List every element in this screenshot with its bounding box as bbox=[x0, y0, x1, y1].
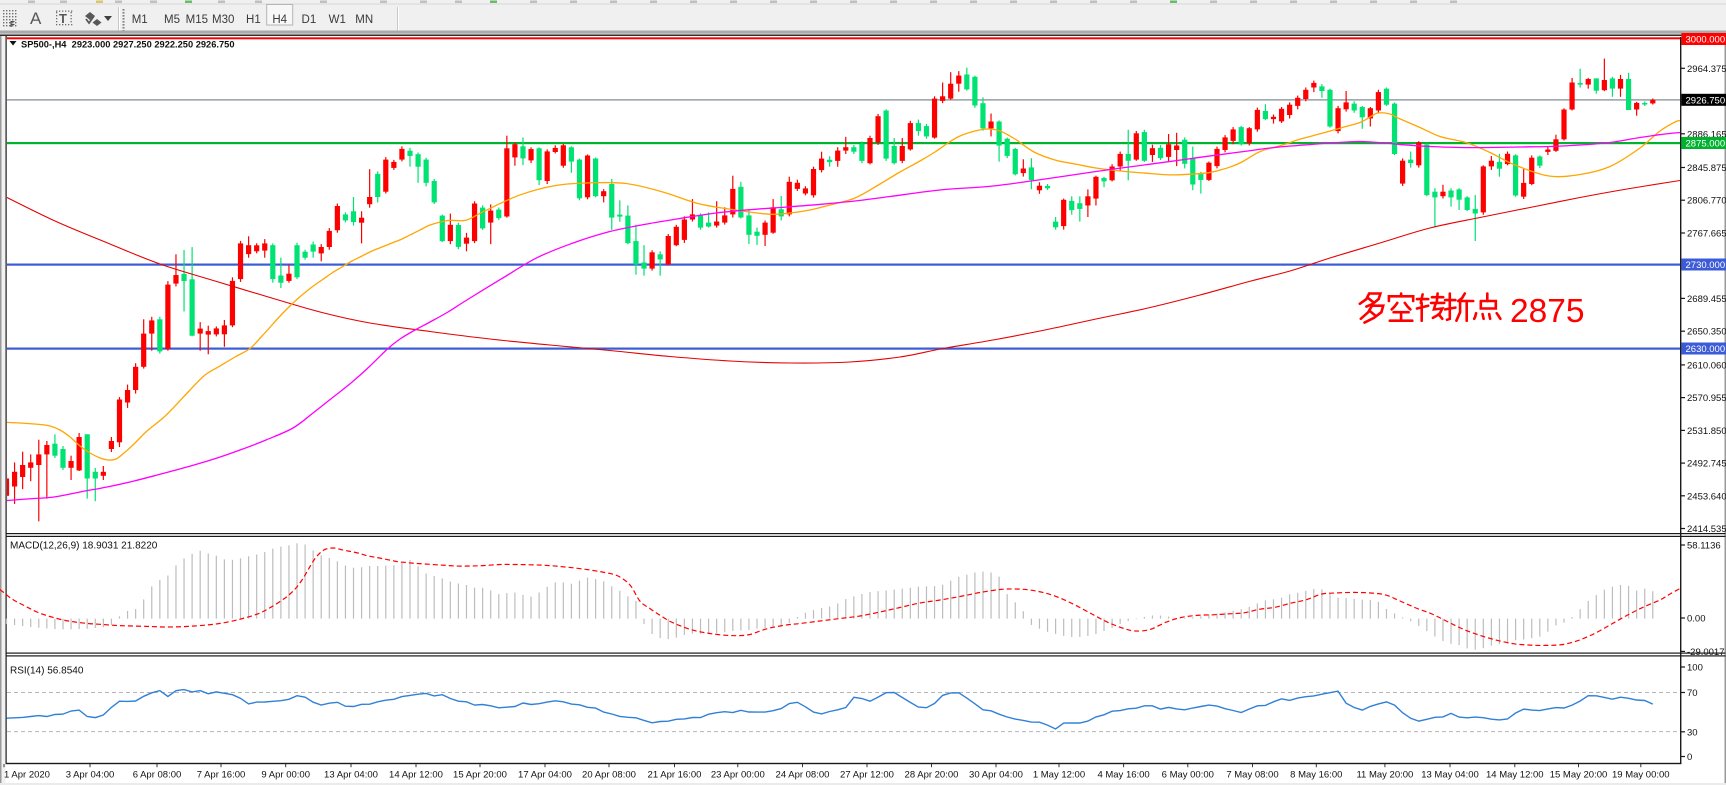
svg-text:8 May 16:00: 8 May 16:00 bbox=[1290, 770, 1342, 781]
svg-text:0: 0 bbox=[1687, 752, 1692, 763]
svg-text:27 Apr 12:00: 27 Apr 12:00 bbox=[840, 770, 894, 781]
svg-text:2453.640: 2453.640 bbox=[1687, 491, 1726, 502]
svg-text:6 Apr 08:00: 6 Apr 08:00 bbox=[133, 770, 182, 781]
svg-text:23 Apr 00:00: 23 Apr 00:00 bbox=[711, 770, 765, 781]
svg-text:MACD(12,26,9) 18.9031 21.8220: MACD(12,26,9) 18.9031 21.8220 bbox=[10, 541, 158, 552]
svg-text:A: A bbox=[30, 9, 42, 28]
svg-text:2630.000: 2630.000 bbox=[1686, 344, 1726, 355]
svg-text:2414.535: 2414.535 bbox=[1687, 524, 1726, 535]
svg-text:58.1136: 58.1136 bbox=[1687, 541, 1721, 552]
svg-text:-29.0017: -29.0017 bbox=[1687, 647, 1725, 658]
svg-text:6 May 00:00: 6 May 00:00 bbox=[1162, 770, 1214, 781]
svg-text:2964.375: 2964.375 bbox=[1687, 64, 1726, 75]
svg-text:2845.875: 2845.875 bbox=[1687, 163, 1726, 174]
svg-text:T: T bbox=[59, 11, 67, 26]
svg-text:RSI(14) 56.8540: RSI(14) 56.8540 bbox=[10, 666, 84, 677]
svg-text:SP500-,H4 2923.000 2927.250 2: SP500-,H4 2923.000 2927.250 2922.250 292… bbox=[21, 40, 235, 50]
svg-text:2531.850: 2531.850 bbox=[1687, 426, 1726, 437]
svg-text:2886.165: 2886.165 bbox=[1687, 129, 1726, 140]
svg-text:30 Apr 04:00: 30 Apr 04:00 bbox=[969, 770, 1023, 781]
svg-text:4 May 16:00: 4 May 16:00 bbox=[1097, 770, 1149, 781]
svg-text:2806.770: 2806.770 bbox=[1687, 196, 1726, 207]
svg-text:1 May 12:00: 1 May 12:00 bbox=[1033, 770, 1085, 781]
svg-text:H1: H1 bbox=[246, 14, 261, 26]
svg-text:F: F bbox=[10, 20, 15, 29]
svg-text:3000.000: 3000.000 bbox=[1686, 35, 1726, 46]
svg-text:21 Apr 16:00: 21 Apr 16:00 bbox=[648, 770, 702, 781]
svg-text:M1: M1 bbox=[132, 14, 148, 26]
svg-text:2570.955: 2570.955 bbox=[1687, 393, 1726, 404]
svg-text:3 Apr 04:00: 3 Apr 04:00 bbox=[66, 770, 115, 781]
svg-text:100: 100 bbox=[1687, 663, 1703, 674]
svg-text:2492.745: 2492.745 bbox=[1687, 459, 1726, 470]
svg-text:13 May 04:00: 13 May 04:00 bbox=[1421, 770, 1479, 781]
svg-text:M15: M15 bbox=[186, 14, 208, 26]
svg-text:15 Apr 20:00: 15 Apr 20:00 bbox=[453, 770, 507, 781]
svg-text:14 May 12:00: 14 May 12:00 bbox=[1486, 770, 1544, 781]
svg-text:2875: 2875 bbox=[1510, 293, 1585, 330]
svg-text:9 Apr 00:00: 9 Apr 00:00 bbox=[261, 770, 310, 781]
svg-text:1 Apr 2020: 1 Apr 2020 bbox=[4, 770, 50, 781]
svg-text:M30: M30 bbox=[212, 14, 234, 26]
svg-text:15 May 20:00: 15 May 20:00 bbox=[1550, 770, 1608, 781]
svg-text:MN: MN bbox=[355, 14, 373, 26]
svg-text:2767.665: 2767.665 bbox=[1687, 229, 1726, 240]
svg-text:2610.060: 2610.060 bbox=[1687, 360, 1726, 371]
svg-text:2689.455: 2689.455 bbox=[1687, 294, 1726, 305]
svg-text:2875.000: 2875.000 bbox=[1686, 139, 1726, 150]
svg-text:30: 30 bbox=[1687, 727, 1698, 738]
svg-text:14 Apr 12:00: 14 Apr 12:00 bbox=[389, 770, 443, 781]
svg-text:28 Apr 20:00: 28 Apr 20:00 bbox=[905, 770, 959, 781]
svg-text:7 May 08:00: 7 May 08:00 bbox=[1226, 770, 1278, 781]
svg-text:70: 70 bbox=[1687, 688, 1698, 699]
svg-text:H4: H4 bbox=[272, 14, 287, 26]
svg-text:20 Apr 08:00: 20 Apr 08:00 bbox=[582, 770, 636, 781]
svg-text:11 May 20:00: 11 May 20:00 bbox=[1356, 770, 1413, 781]
svg-text:0.00: 0.00 bbox=[1687, 614, 1706, 625]
svg-text:24 Apr 08:00: 24 Apr 08:00 bbox=[776, 770, 830, 781]
svg-text:M5: M5 bbox=[164, 14, 180, 26]
svg-text:19 May 00:00: 19 May 00:00 bbox=[1612, 770, 1670, 781]
svg-text:2926.750: 2926.750 bbox=[1686, 95, 1726, 106]
svg-text:W1: W1 bbox=[329, 14, 346, 26]
svg-text:2650.350: 2650.350 bbox=[1687, 327, 1726, 338]
svg-text:2730.000: 2730.000 bbox=[1686, 260, 1726, 271]
svg-text:7 Apr 16:00: 7 Apr 16:00 bbox=[197, 770, 246, 781]
svg-text:D1: D1 bbox=[302, 14, 317, 26]
svg-text:17 Apr 04:00: 17 Apr 04:00 bbox=[518, 770, 572, 781]
svg-text:13 Apr 04:00: 13 Apr 04:00 bbox=[324, 770, 378, 781]
